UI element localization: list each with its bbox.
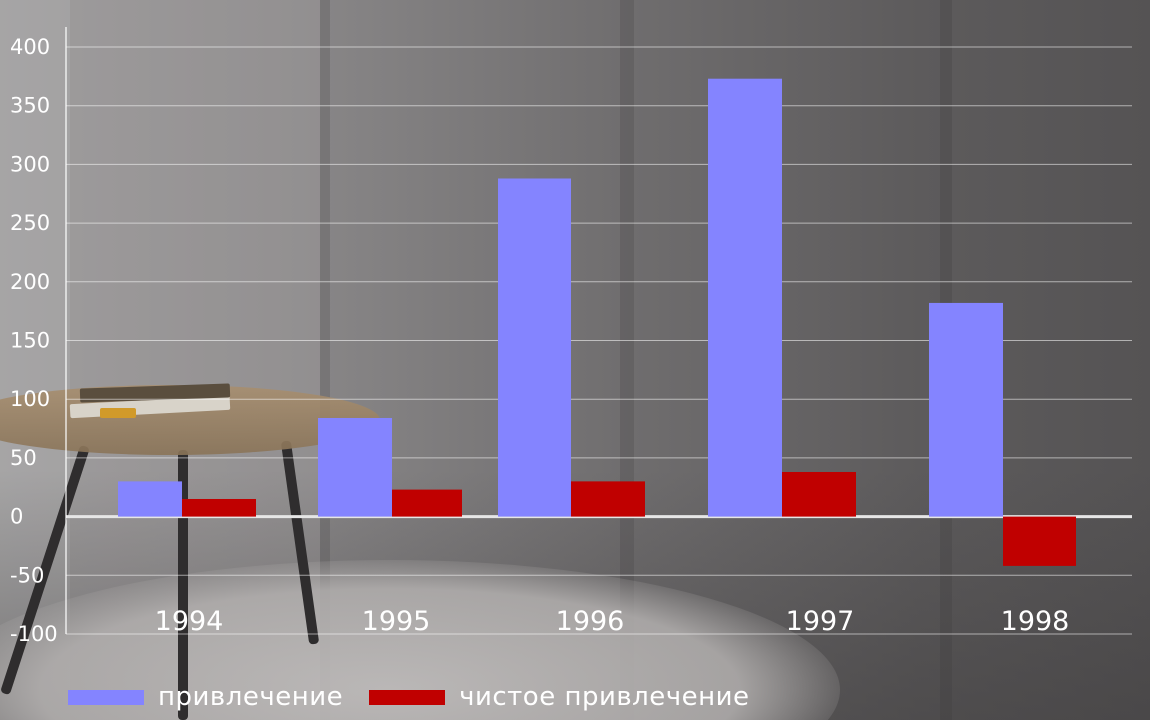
bar-privlechenie-1994 xyxy=(118,481,182,517)
bar-privlechenie-1995 xyxy=(318,417,392,517)
y-tick-label: -100 xyxy=(10,622,58,646)
bar-privlechenie-1998 xyxy=(929,302,1003,517)
y-tick-label: 300 xyxy=(10,152,50,176)
y-axis: 400 350 300 250 200 150 100 50 0 -50 -100 xyxy=(10,27,67,646)
bar-chistoe-privlechenie-1997 xyxy=(782,471,856,517)
y-tick-label: 400 xyxy=(10,35,50,59)
legend-label-series-1: привлечение xyxy=(158,682,344,712)
legend-swatch-series-2 xyxy=(369,689,446,705)
y-tick-label: -50 xyxy=(10,563,44,587)
y-tick-label: 250 xyxy=(10,211,50,235)
legend-item: привлечение xyxy=(68,682,343,712)
x-tick-label: 1998 xyxy=(1001,606,1070,637)
legend-item: чистое привлечение xyxy=(369,682,749,712)
bar-chistoe-privlechenie-1998 xyxy=(1003,516,1076,566)
bar-chistoe-privlechenie-1995 xyxy=(392,489,462,517)
y-tick-label: 50 xyxy=(10,446,37,470)
bar-privlechenie-1996 xyxy=(498,178,571,517)
legend-label-series-2: чистое привлечение xyxy=(459,682,750,712)
x-tick-label: 1996 xyxy=(556,606,625,637)
book xyxy=(100,408,136,418)
x-tick-label: 1994 xyxy=(155,606,224,637)
bar-chistoe-privlechenie-1994 xyxy=(182,498,256,517)
y-tick-label: 100 xyxy=(10,387,50,411)
wall-panel xyxy=(320,0,330,720)
x-tick-label: 1995 xyxy=(362,606,431,637)
x-tick-label: 1997 xyxy=(786,606,855,637)
bar-privlechenie-1997 xyxy=(708,78,782,517)
y-tick-label: 200 xyxy=(10,270,50,294)
bar-chistoe-privlechenie-1996 xyxy=(571,481,645,517)
y-tick-label: 350 xyxy=(10,94,50,118)
y-tick-label: 150 xyxy=(10,329,50,353)
legend-swatch-series-1 xyxy=(68,689,144,705)
wall-panel xyxy=(620,0,634,720)
y-tick-label: 0 xyxy=(10,505,23,529)
x-axis-labels: 1994 1995 1996 1997 1998 xyxy=(155,606,1070,637)
table-leg xyxy=(178,450,188,720)
legend: привлечение чистое привлечение xyxy=(68,682,776,712)
bars xyxy=(118,78,1076,566)
